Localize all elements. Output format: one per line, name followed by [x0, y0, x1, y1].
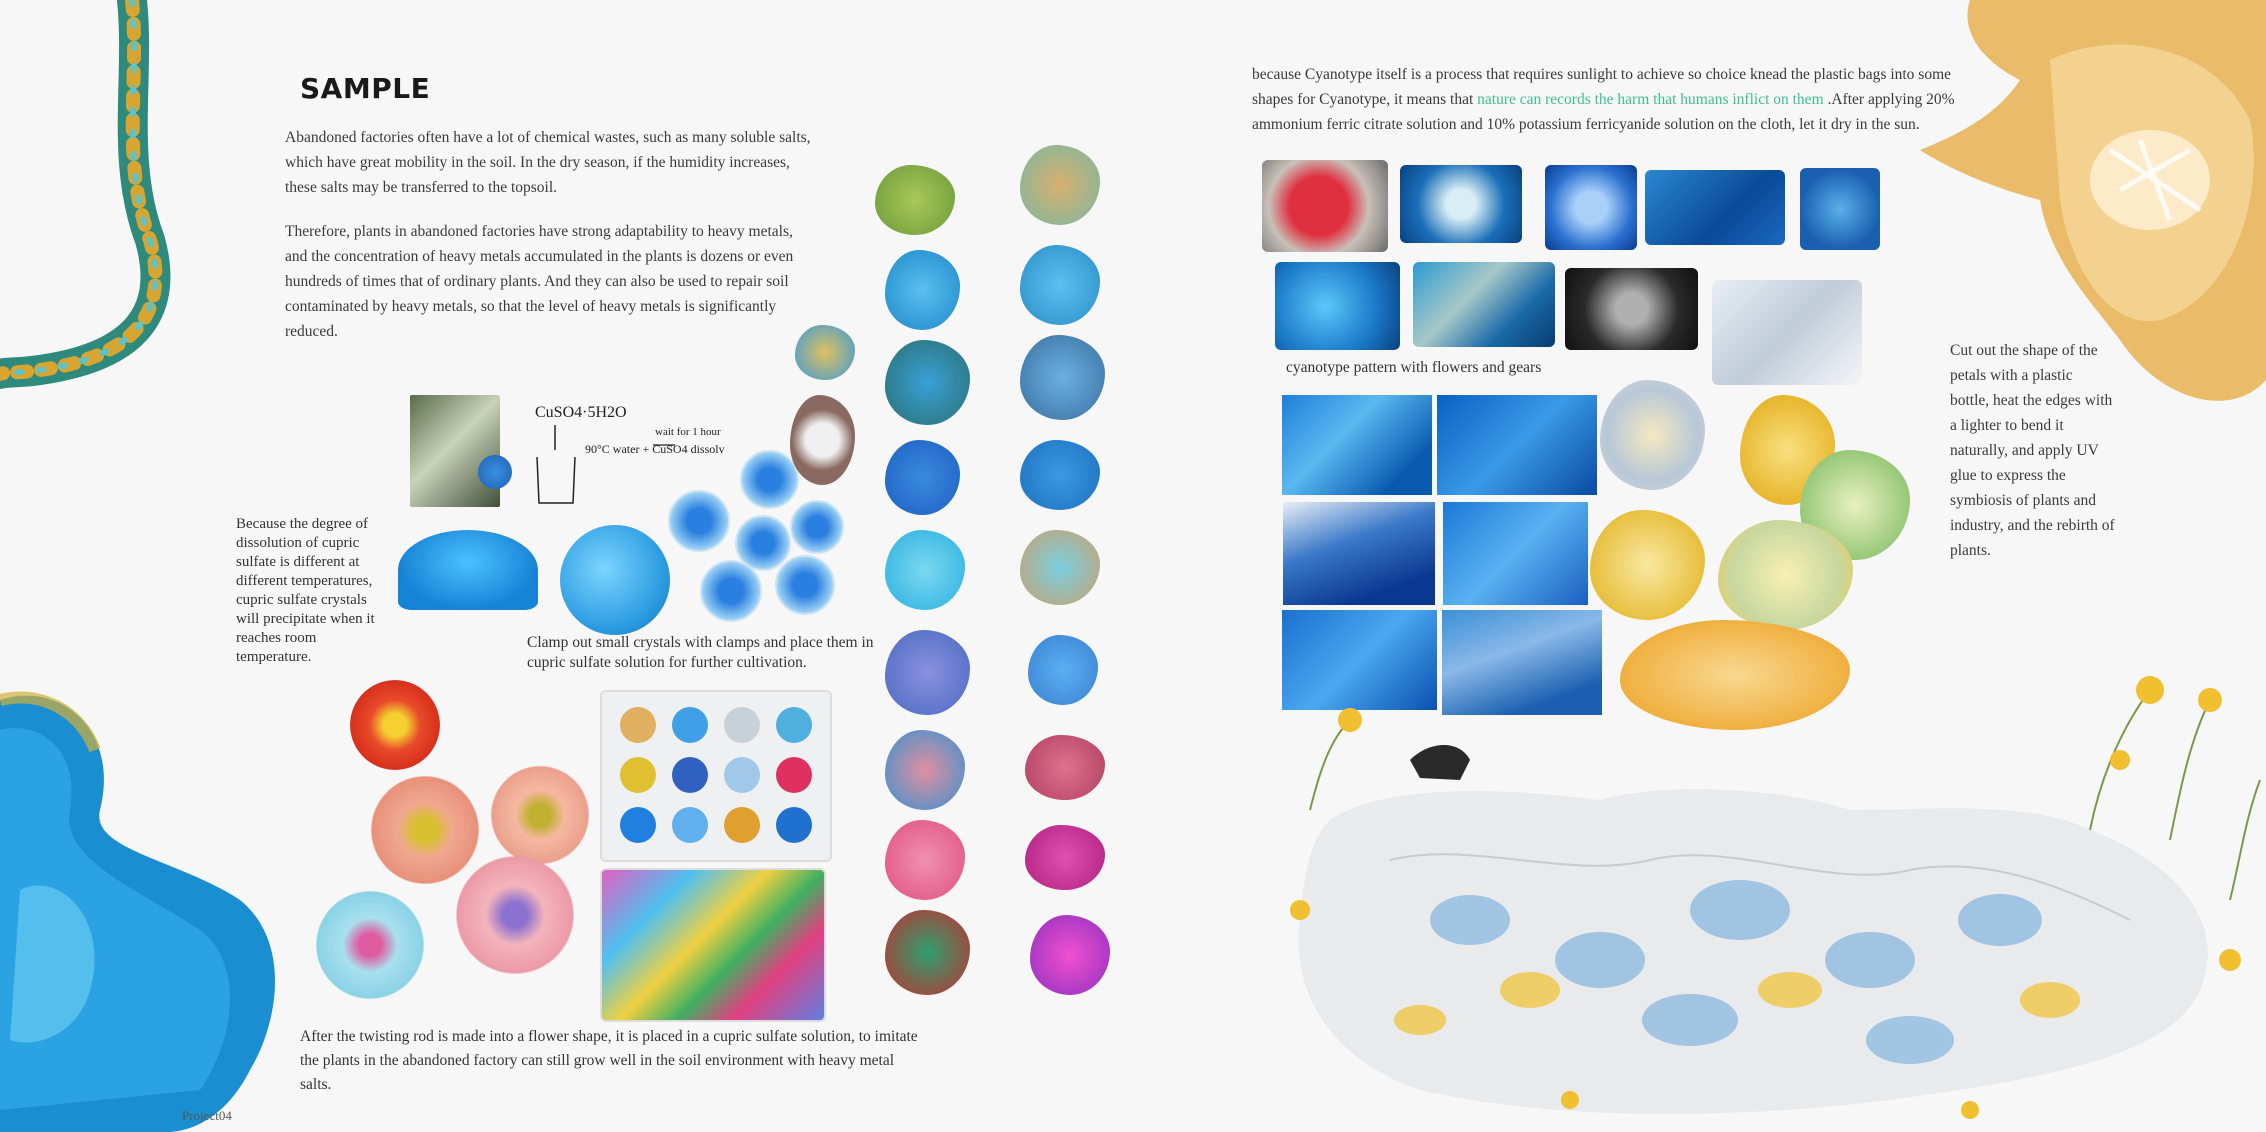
amber-resin-flower-image: [1920, 0, 2266, 401]
sketch-wait: wait for 1 hour: [655, 426, 721, 438]
petri-dish-group: [660, 450, 860, 622]
bottom-caption: After the twisting rod is made into a fl…: [300, 1028, 918, 1093]
intro-highlight: nature can records the harm that humans …: [1477, 91, 1824, 108]
resin-flower-installation-image: [1290, 676, 2261, 1119]
clamp-caption: Clamp out small crystals with clamps and…: [527, 634, 874, 671]
green-crystal-specimen: [875, 165, 955, 235]
petri-dish: [740, 450, 799, 509]
resin-flower-mixed: [1718, 520, 1853, 630]
peach-flower-image: [370, 775, 480, 885]
red-crystal-specimen: [885, 910, 970, 995]
cyanotype-caption: cyanotype pattern with flowers and gears: [1286, 359, 1542, 376]
blue-crystal-specimen: [1020, 245, 1100, 325]
copper-sulfate-powder-image: [398, 530, 538, 610]
plastic-bag-sample: [1712, 280, 1862, 385]
purple-crystal-specimen: [1030, 915, 1110, 995]
pink-flower-image: [455, 855, 575, 975]
resin-flower-blue: [1600, 380, 1705, 490]
teal-crystal-specimen: [885, 340, 970, 425]
crystal-specimen-grid: [790, 140, 1120, 1010]
intro-paragraph-1: Abandoned factories often have a lot of …: [285, 129, 811, 196]
violet-crystal-specimen: [885, 630, 970, 715]
brown-twist-specimen: [790, 395, 855, 485]
cyanotype-pattern: [1437, 395, 1597, 495]
intro-paragraph-2: Therefore, plants in abandoned factories…: [285, 223, 794, 340]
blue-flower-sprig-image: [478, 455, 512, 489]
resin-flower-amber: [1620, 620, 1850, 730]
crystal-dish-image: [560, 525, 670, 635]
page-title: SAMPLE: [300, 72, 431, 105]
process-sketch: CuSO4·5H2O 90°C water + CuSO4 dissolved …: [535, 404, 725, 504]
petri-dish: [775, 555, 835, 615]
sketch-note: 90°C water + CuSO4 dissolved: [585, 442, 725, 456]
light-blue-flower-image: [315, 890, 425, 1000]
petri-dish: [668, 490, 730, 552]
cyanotype-swatch: [1645, 170, 1785, 245]
tan-crystal-specimen: [1020, 145, 1100, 225]
orange-flower-image: [350, 680, 440, 770]
pink-crystal-specimen: [885, 820, 965, 900]
cut-note: Cut out the shape of the petals with a p…: [1950, 342, 2115, 559]
blue-crystal-specimen: [1020, 335, 1105, 420]
crystal-rope-image: [0, 0, 171, 389]
side-note: Because the degree of dissolution of cup…: [236, 516, 375, 665]
blue-crystal-specimen: [1020, 440, 1100, 510]
petri-dish: [735, 515, 791, 571]
mixed-crystal-specimen: [885, 730, 965, 810]
cyanotype-swatch: [1413, 262, 1555, 347]
blue-crystal-specimen: [1028, 635, 1098, 705]
tan-crystal-specimen: [1020, 530, 1100, 605]
cyanotype-pattern: [1282, 610, 1437, 710]
cyanotype-swatch: [1400, 165, 1522, 243]
cyanotype-swatch: [1545, 165, 1637, 250]
cyanotype-pattern: [1443, 502, 1588, 605]
cyanotype-swatch-red: [1262, 160, 1388, 252]
tray-photo-crystals: [600, 690, 832, 862]
blue-twist-specimen: [885, 440, 960, 515]
resin-flower-yellow: [1590, 510, 1705, 620]
cyan-crystal-specimen: [885, 530, 965, 610]
book-photo: [410, 395, 500, 507]
blue-crystal-specimen: [885, 250, 960, 330]
intro-text-end: .After applying 20% ammonium ferric citr…: [1252, 91, 1955, 133]
petri-dish: [700, 560, 762, 622]
cyanotype-pattern: [1442, 610, 1602, 715]
cyanotype-swatch: [1800, 168, 1880, 250]
intro-text: because Cyanotype itself is a process th…: [1252, 66, 1952, 108]
cyanotype-pattern: [1282, 395, 1432, 495]
tray-photo-pipe-cleaners: [600, 868, 826, 1022]
pink-crystal-specimen: [1025, 735, 1105, 800]
sketch-formula: CuSO4·5H2O: [535, 404, 627, 421]
blue-crystal-specimen: [795, 325, 855, 380]
petri-dish: [790, 500, 844, 554]
blue-crystal-image: [0, 691, 275, 1132]
cyanotype-pattern: [1283, 502, 1435, 605]
cyanotype-swatch: [1275, 262, 1400, 350]
cyanotype-intro: because Cyanotype itself is a process th…: [1252, 62, 1964, 137]
page-footer: Project04: [182, 1108, 232, 1123]
magenta-crystal-specimen: [1025, 825, 1105, 890]
peach-flower-image: [490, 765, 590, 865]
cyanotype-swatch-black: [1565, 268, 1698, 350]
